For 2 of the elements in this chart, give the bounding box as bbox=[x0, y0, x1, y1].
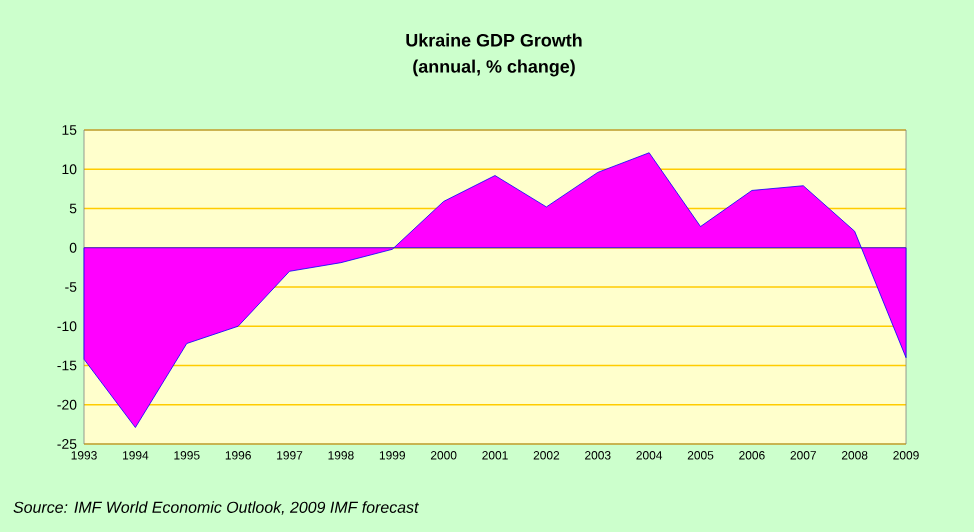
chart-title: Ukraine GDP Growth bbox=[406, 33, 582, 47]
chart-subtitle: (annual, % change) bbox=[413, 59, 575, 77]
